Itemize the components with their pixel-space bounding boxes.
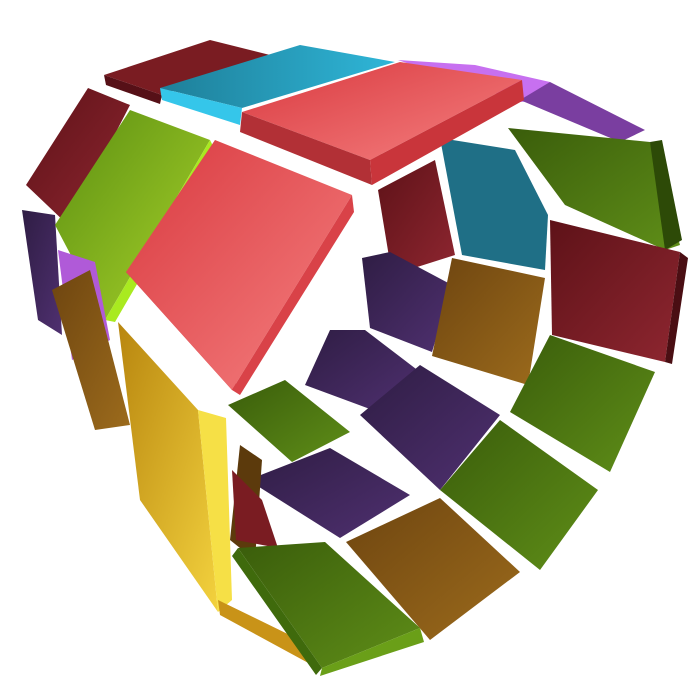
inner-tile-teal <box>440 138 548 270</box>
tile-dark-red-top-edge <box>104 75 162 104</box>
tile-amber-bottom <box>346 498 520 640</box>
tile-salmon-front-right-edge <box>232 195 354 395</box>
tile-olive-right-lower <box>440 420 598 570</box>
tile-salmon-top-edge <box>240 112 372 185</box>
tile-yellow-front <box>118 322 218 612</box>
tile-olive-bottom-edge <box>232 548 322 675</box>
bottom-tiles <box>232 542 424 676</box>
inner-tile-purple <box>362 252 452 352</box>
inner-tile-purple-3 <box>360 365 500 490</box>
tile-olive-right-top <box>508 128 680 250</box>
tile-dark-red-right-edge <box>665 252 688 364</box>
tile-dark-red-right <box>550 220 680 362</box>
tile-olive-bottom-edge-2 <box>320 628 424 676</box>
inner-tile-purple-4 <box>248 448 410 538</box>
tile-salmon-top <box>242 62 522 160</box>
tile-salmon-top-edge-2 <box>370 80 524 185</box>
top-row-tiles <box>104 40 645 185</box>
tile-teal-edge <box>160 88 242 125</box>
front-salmon-tile <box>126 140 354 395</box>
tile-olive-right-mid <box>510 335 655 472</box>
tile-dark-red-top <box>104 40 270 95</box>
tile-dark-red-lower-left <box>232 470 278 548</box>
tile-yellow-lower-edge <box>218 600 312 665</box>
tile-yellow-front-edge <box>198 410 232 612</box>
tile-violet-right <box>520 82 645 142</box>
front-yellow-tile <box>118 322 312 665</box>
right-side-tiles <box>346 128 688 640</box>
inner-tile-dark-red <box>378 160 455 275</box>
tile-teal-top <box>160 45 395 108</box>
tile-purple-left <box>22 210 62 335</box>
tile-amber-left <box>52 270 130 430</box>
inner-tile-amber <box>432 258 545 385</box>
inner-tiles <box>228 138 548 538</box>
tile-olive-bottom <box>238 542 420 668</box>
tile-salmon-front <box>126 140 352 390</box>
inner-tile-olive <box>228 380 350 462</box>
tile-olive-right-top-edge <box>650 140 682 250</box>
tile-dark-red-left <box>26 88 130 225</box>
